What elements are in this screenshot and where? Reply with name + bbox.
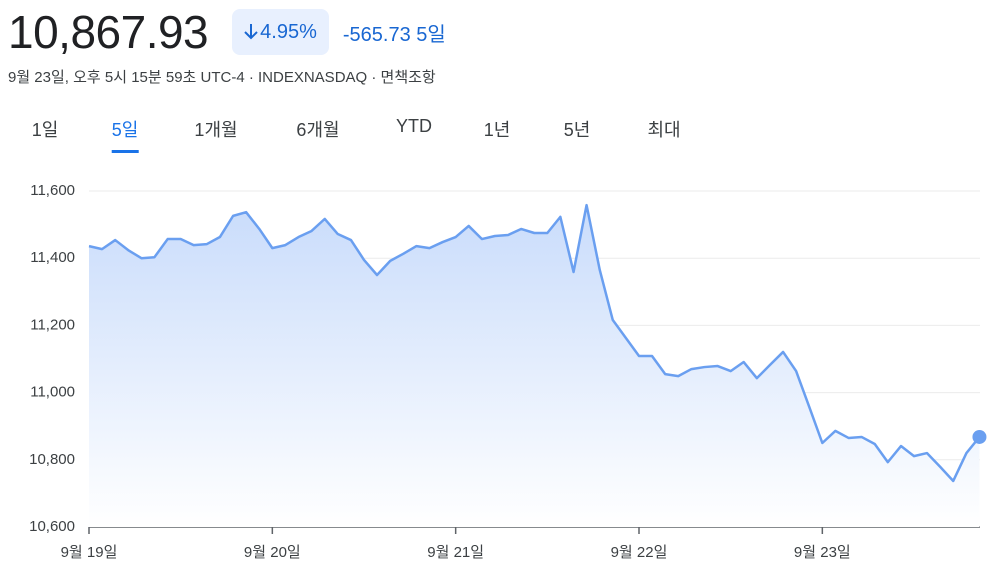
range-tab[interactable]: 1일 bbox=[31, 120, 59, 140]
range-tab[interactable]: YTD bbox=[396, 116, 432, 136]
area bbox=[89, 205, 980, 527]
x-tick-label: 9월 22일 bbox=[611, 544, 668, 561]
change-pct: 4.95% bbox=[260, 20, 317, 43]
x-tick-label: 9월 20일 bbox=[244, 544, 301, 561]
x-tick-label: 9월 23일 bbox=[794, 544, 851, 561]
range-tab[interactable]: 5일 bbox=[111, 116, 139, 153]
y-tick-label: 11,200 bbox=[30, 316, 75, 333]
x-tick-label: 9월 21일 bbox=[427, 544, 484, 561]
last-point bbox=[972, 429, 987, 444]
header: 10,867.93 4.95% -565.73 5일 bbox=[8, 4, 446, 60]
y-tick-label: 11,600 bbox=[30, 182, 75, 199]
range-tab[interactable]: 1년 bbox=[483, 120, 511, 140]
x-tick-label: 9월 19일 bbox=[61, 544, 118, 561]
price: 10,867.93 bbox=[8, 6, 209, 58]
range-tab[interactable]: 1개월 bbox=[194, 120, 238, 140]
range-tab[interactable]: 6개월 bbox=[296, 120, 340, 140]
change-value: -565.73 bbox=[342, 23, 411, 46]
change-badge: 4.95% bbox=[232, 9, 329, 55]
range-tab[interactable]: 최대 bbox=[647, 120, 681, 140]
subtitle: 9월 23일, 오후 5시 15분 59초 UTC-4 · INDEXNASDA… bbox=[8, 69, 436, 86]
y-tick-label: 11,400 bbox=[30, 249, 75, 266]
change: -565.73 5일 bbox=[343, 18, 446, 47]
line bbox=[88, 203, 981, 483]
period: 5일 bbox=[416, 23, 446, 46]
y-tick-label: 10,800 bbox=[29, 451, 75, 468]
down-arrow bbox=[244, 24, 258, 40]
y-tick-label: 11,000 bbox=[30, 384, 75, 401]
y-tick-label: 10,600 bbox=[29, 518, 75, 535]
range-tab[interactable]: 5년 bbox=[563, 120, 591, 140]
